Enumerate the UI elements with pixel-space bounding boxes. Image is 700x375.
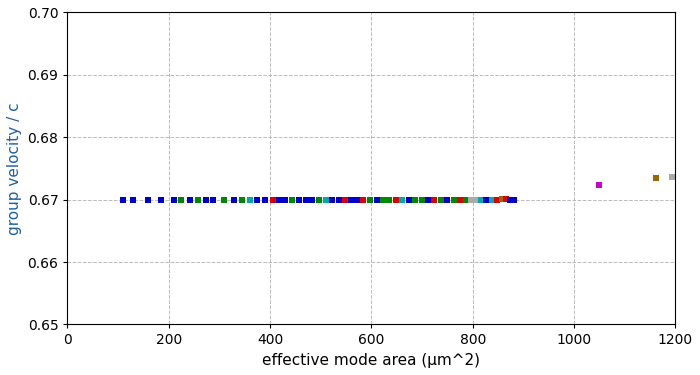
- X-axis label: effective mode area (μm^2): effective mode area (μm^2): [262, 353, 480, 368]
- Y-axis label: group velocity / c: group velocity / c: [7, 102, 22, 235]
